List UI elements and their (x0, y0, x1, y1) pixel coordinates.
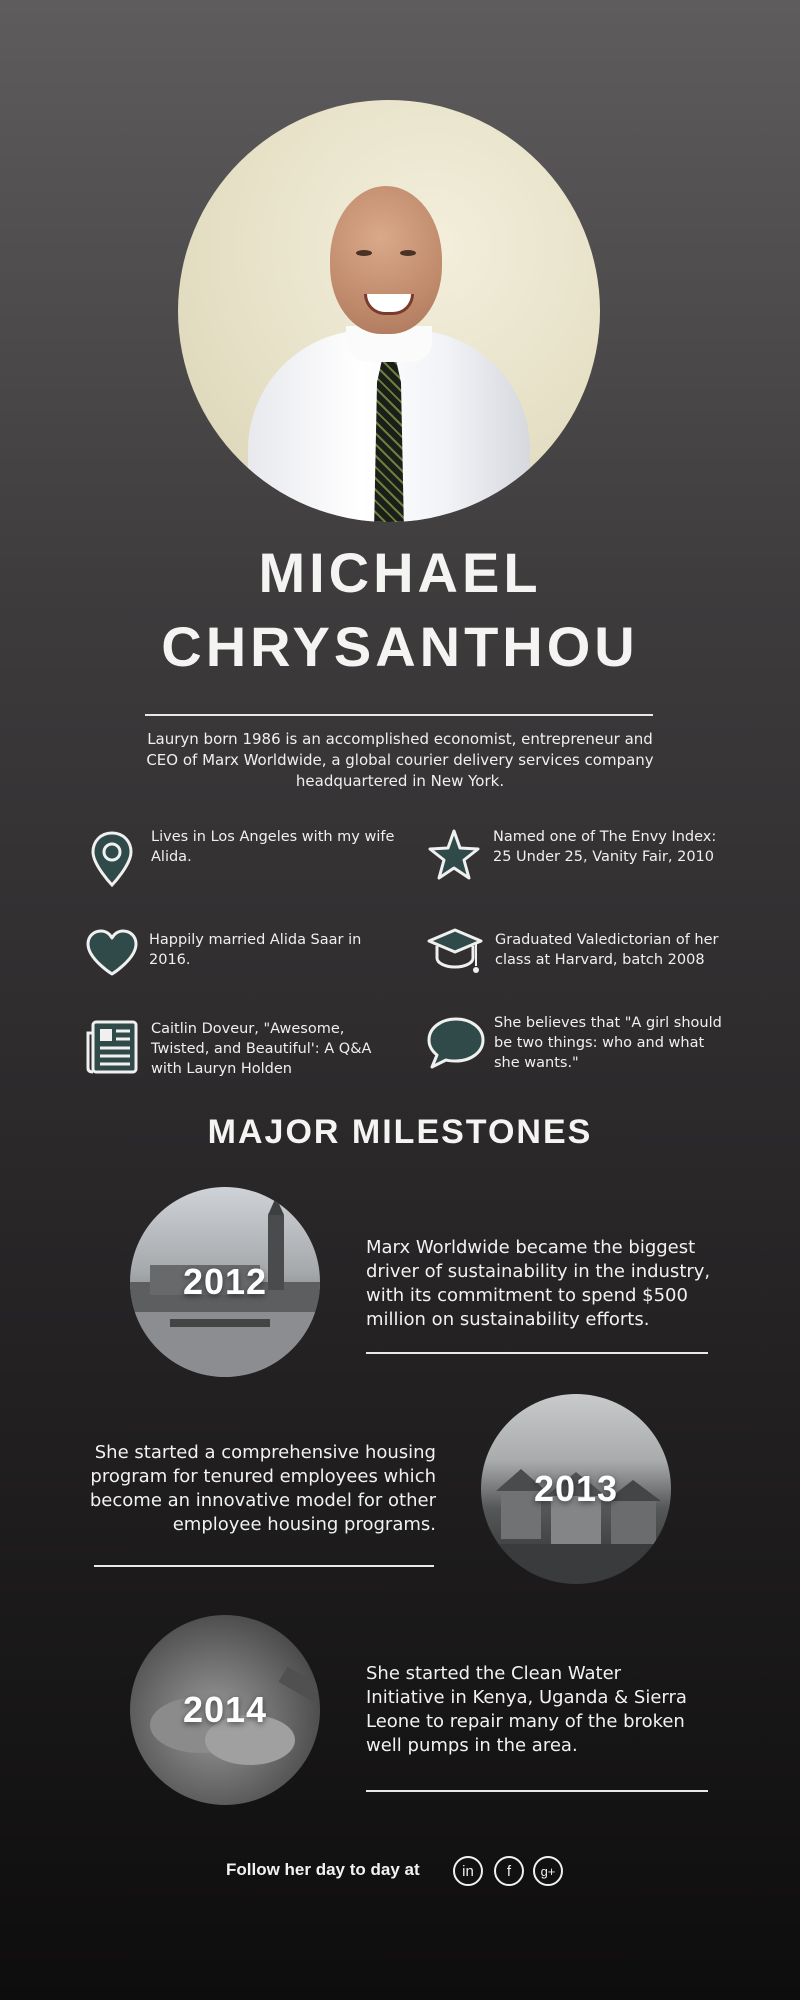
milestone-divider (366, 1790, 708, 1792)
divider (145, 714, 653, 716)
profile-photo (178, 100, 600, 522)
milestone-divider (366, 1352, 708, 1354)
graduation-cap-icon (427, 926, 483, 980)
milestone-year: 2014 (182, 1689, 268, 1730)
milestone-text: She started the Clean Water Initiative i… (366, 1663, 687, 1756)
milestone-image: 2014 (130, 1615, 320, 1805)
milestone-year: 2013 (533, 1468, 619, 1509)
milestones-heading: MAJOR MILESTONES (207, 1113, 593, 1151)
fact-text: Named one of The Envy Index: 25 Under 25… (493, 829, 717, 865)
name-line-1: MICHAEL (258, 541, 542, 604)
milestone-image: 2012 (130, 1187, 320, 1377)
newspaper-icon (85, 1019, 138, 1074)
google-plus-icon[interactable]: g+ (533, 1856, 563, 1886)
milestone-text: She started a comprehensive housing prog… (89, 1442, 436, 1535)
milestone-text: Marx Worldwide became the biggest driver… (366, 1237, 711, 1330)
name-line-2: CHRYSANTHOU (161, 615, 639, 678)
intro-paragraph: Lauryn born 1986 is an accomplished econ… (146, 730, 654, 790)
heart-icon (85, 928, 138, 982)
linkedin-icon[interactable]: in (453, 1856, 483, 1886)
fact-text: Graduated Valedictorian of her class at … (495, 932, 719, 968)
follow-text: Follow her day to day at (226, 1860, 420, 1879)
facebook-icon[interactable]: f (494, 1856, 524, 1886)
speech-bubble-icon (425, 1015, 485, 1069)
map-pin-icon (88, 830, 136, 888)
milestone-year: 2012 (182, 1261, 268, 1302)
milestone-image: 2013 (481, 1394, 671, 1584)
fact-text: She believes that "A girl should be two … (494, 1015, 722, 1071)
star-icon (428, 828, 480, 882)
milestone-divider (94, 1565, 434, 1567)
fact-text: Caitlin Doveur, "Awesome, Twisted, and B… (151, 1021, 372, 1077)
fact-text: Happily married Alida Saar in 2016. (149, 932, 362, 968)
fact-text: Lives in Los Angeles with my wife Alida. (151, 829, 395, 865)
